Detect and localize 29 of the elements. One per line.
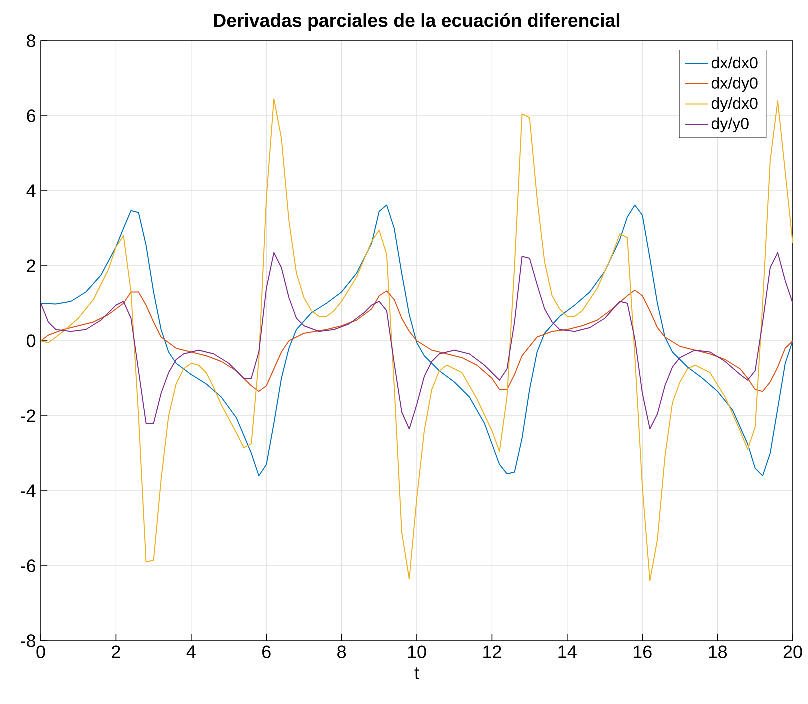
y-tick-label: 2 [27, 260, 36, 272]
chart-title: Derivadas parciales de la ecuación diferencial [214, 13, 620, 31]
line-series [41, 204, 793, 476]
y-tick-label: -8 [21, 634, 36, 648]
y-tick-label: -6 [21, 560, 36, 572]
x-tick-label: 0 [36, 646, 46, 658]
x-tick-label: 14 [558, 646, 577, 658]
x-axis-title: t [414, 668, 420, 680]
x-tick-label: 18 [709, 646, 728, 658]
y-tick-label: -2 [21, 410, 36, 422]
x-tick-label: 2 [112, 646, 120, 658]
y-tick-label: 8 [27, 34, 36, 48]
y-tick-label: 6 [27, 110, 36, 122]
line-series [41, 252, 793, 430]
legend-label: dy/y0 [712, 118, 749, 133]
x-tick-label: 12 [484, 646, 502, 658]
legend-label: dx/dx0 [712, 56, 758, 69]
x-tick-label: 10 [408, 646, 426, 658]
x-tick-label: 8 [338, 646, 346, 658]
x-tick-label: 4 [186, 646, 196, 658]
x-tick-label: 6 [262, 646, 271, 658]
line-series [41, 98, 793, 582]
x-tick-label: 16 [634, 646, 652, 658]
y-tick-label: -4 [21, 484, 36, 498]
y-tick-label: 0 [26, 334, 36, 348]
y-tick-label: 4 [26, 184, 36, 198]
x-tick-label: 20 [784, 646, 802, 658]
legend-label: dx/dy0 [712, 77, 758, 92]
legend-label: dy/dx0 [712, 97, 758, 112]
